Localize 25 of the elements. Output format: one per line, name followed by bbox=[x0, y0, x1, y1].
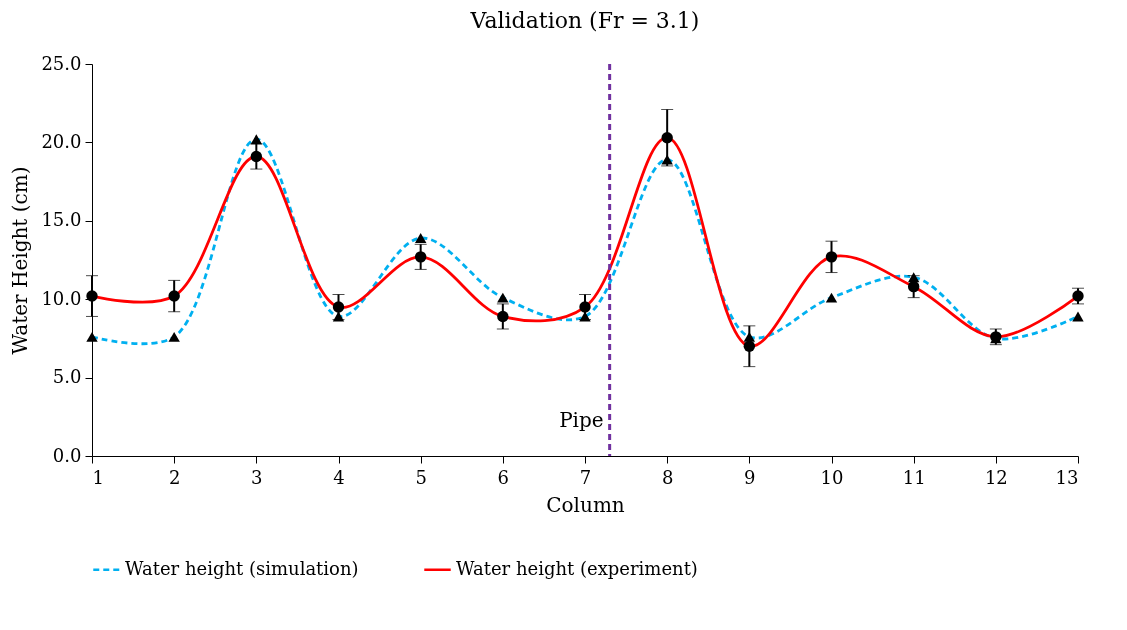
y-tick-label: 5.0 bbox=[52, 366, 82, 388]
x-tick-label: 2 bbox=[168, 466, 181, 488]
x-tick-label: 9 bbox=[744, 466, 756, 488]
x-tick-label: 13 bbox=[1055, 466, 1079, 488]
legend-label: Water height (experiment) bbox=[456, 557, 698, 579]
x-axis-title: Column bbox=[546, 492, 625, 517]
x-tick-label: 6 bbox=[497, 466, 510, 488]
legend-label: Water height (simulation) bbox=[125, 557, 359, 579]
y-tick-label: 10.0 bbox=[41, 287, 82, 309]
x-tick-label: 7 bbox=[579, 466, 592, 488]
x-tick-label: 10 bbox=[820, 466, 844, 488]
x-tick-label: 4 bbox=[333, 466, 345, 488]
x-tick-label: 8 bbox=[661, 466, 674, 488]
y-axis-title: Water Height (cm) bbox=[8, 166, 33, 355]
y-tick-label: 20.0 bbox=[41, 130, 82, 152]
x-tick-label: 1 bbox=[92, 466, 104, 488]
x-tick-label: 12 bbox=[984, 466, 1008, 488]
y-tick-label: 0.0 bbox=[52, 444, 82, 466]
x-tick-label: 5 bbox=[415, 466, 427, 488]
chart-title: Validation (Fr = 3.1) bbox=[469, 8, 700, 33]
y-tick-label: 15.0 bbox=[41, 209, 82, 231]
x-tick-label: 11 bbox=[902, 466, 926, 488]
y-tick-label: 25.0 bbox=[41, 52, 82, 74]
x-tick-label: 3 bbox=[251, 466, 263, 488]
ref-line-label: Pipe bbox=[559, 407, 604, 432]
